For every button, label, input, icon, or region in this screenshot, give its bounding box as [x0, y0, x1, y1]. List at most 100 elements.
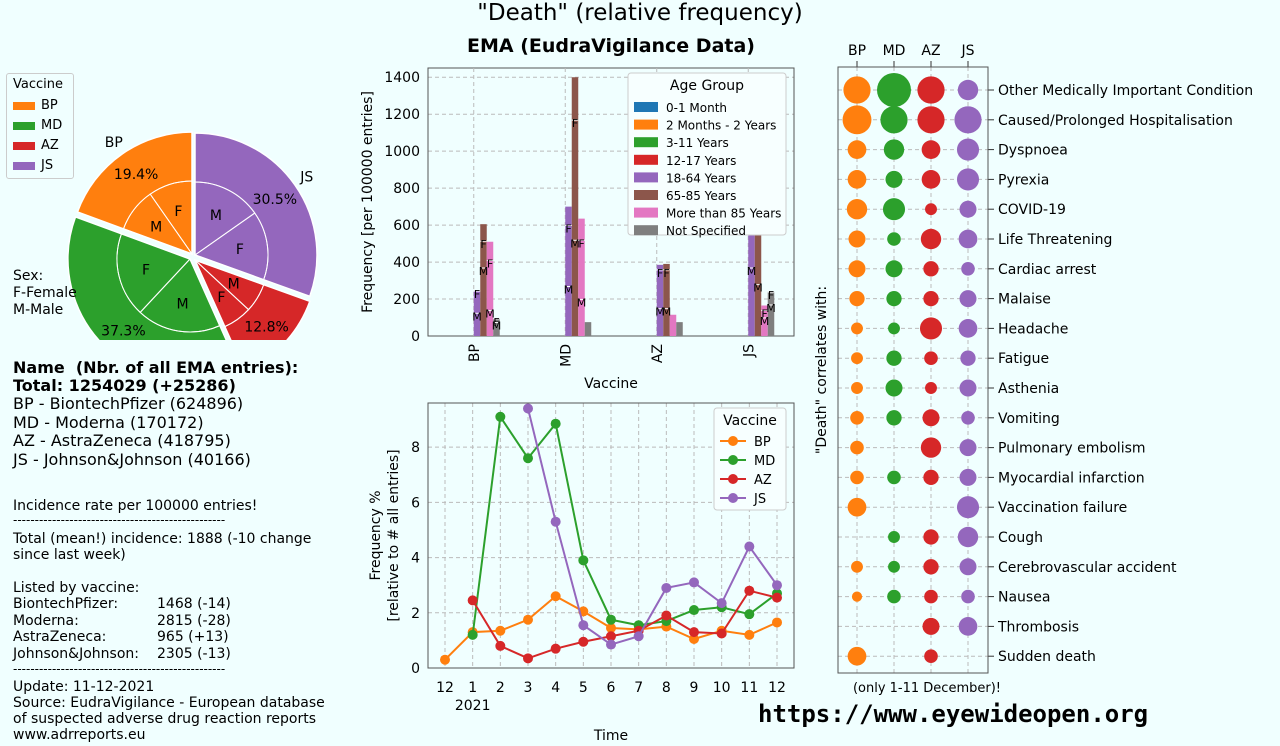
- by-vaccine-name: AstraZeneca:: [13, 629, 107, 645]
- website-url[interactable]: https://www.eyewideopen.org: [758, 700, 1149, 728]
- correlation-dot-az: [919, 317, 943, 340]
- legend-swatch: [13, 121, 35, 130]
- row-label: Thrombosis: [997, 619, 1079, 635]
- row-label: Pulmonary embolism: [998, 441, 1146, 457]
- data-point-bp: [440, 654, 450, 665]
- row-label: Sudden death: [998, 649, 1096, 665]
- correlation-dot-md: [877, 73, 911, 107]
- since-last-week: since last week): [13, 547, 126, 563]
- correlation-dot-az: [920, 228, 942, 250]
- correlation-dot-js: [959, 558, 977, 576]
- bar-sex-label: F: [474, 288, 480, 301]
- y-tick-label: 600: [393, 218, 420, 234]
- data-point-js: [633, 631, 644, 642]
- legend-marker: [728, 436, 738, 446]
- y-tick-label: 200: [393, 292, 420, 308]
- correlation-dot-az: [923, 529, 939, 545]
- y-tick-label: 800: [393, 181, 420, 197]
- data-point-md: [606, 614, 616, 625]
- y-tick-label: 8: [411, 440, 420, 456]
- bar-az: [669, 314, 677, 336]
- x-tick-label: 10: [713, 680, 731, 696]
- bar-sex-label: M: [766, 302, 776, 315]
- pie-sex-label: M: [228, 277, 240, 293]
- legend-swatch: [634, 119, 658, 130]
- correlation-dot-bp: [848, 230, 866, 248]
- pie-sex-label: F: [236, 242, 244, 258]
- correlation-dot-az: [921, 170, 941, 189]
- bar-sex-label: M: [753, 282, 763, 295]
- correlation-dot-js: [957, 79, 979, 101]
- bar-sex-label: M: [479, 265, 489, 278]
- legend-label: JS: [41, 158, 54, 173]
- by-vaccine-value: 965 (+13): [157, 629, 229, 645]
- correlation-dot-az: [922, 617, 940, 635]
- correlation-dot-bp: [843, 76, 871, 104]
- by-vaccine-name: BiontechPfizer:: [13, 596, 119, 612]
- correlation-dot-md: [887, 589, 901, 604]
- bar-sex-label: F: [487, 258, 493, 271]
- row-label: COVID-19: [998, 202, 1066, 218]
- x-axis-label: Time: [593, 728, 628, 740]
- legend-label: JS: [753, 492, 766, 507]
- correlation-dot-js: [956, 138, 980, 161]
- correlation-dot-bp: [847, 170, 867, 189]
- correlation-dot-js: [961, 262, 975, 276]
- row-label: Caused/Prolonged Hospitalisation: [998, 113, 1233, 129]
- legend-label: 12-17 Years: [666, 154, 736, 168]
- bar-js: [767, 291, 775, 336]
- bar-bp: [493, 318, 500, 336]
- correlation-dot-bp: [846, 199, 868, 220]
- data-point-az: [523, 653, 533, 664]
- row-label: Nausea: [998, 590, 1050, 606]
- pie-legend-item: MD: [13, 118, 62, 133]
- data-point-az: [716, 628, 727, 639]
- row-label: Fatigue: [998, 351, 1049, 367]
- legend-label: 3-11 Years: [666, 136, 729, 150]
- row-label: Cardiac arrest: [998, 262, 1097, 278]
- x-tick-label: 1: [468, 680, 477, 696]
- correlation-dot-az: [925, 382, 937, 394]
- row-label: Life Threatening: [998, 232, 1112, 248]
- pie-legend-item: JS: [13, 158, 53, 173]
- legend-marker: [728, 474, 738, 484]
- correlation-dot-js: [957, 526, 979, 548]
- correlation-dot-az: [922, 409, 940, 427]
- data-point-bp: [495, 625, 506, 636]
- x-tick-label: 5: [579, 680, 588, 696]
- legend-marker: [728, 455, 738, 465]
- bar-sex-label: M: [760, 315, 770, 328]
- x-tick-label: JS: [741, 344, 757, 358]
- column-label: AZ: [921, 43, 940, 59]
- bar-sex-label: F: [578, 237, 584, 250]
- bar-legend: [627, 72, 787, 236]
- data-point-bp: [744, 629, 755, 640]
- legend-swatch: [634, 137, 658, 148]
- correlation-dot-md: [883, 139, 905, 160]
- plot-frame: [427, 402, 795, 669]
- data-point-js: [550, 516, 561, 527]
- correlation-dot-az: [924, 351, 938, 366]
- bar-sex-label: M: [564, 283, 574, 296]
- correlation-dot-js: [958, 617, 978, 636]
- bar-sex-label: M: [472, 310, 482, 323]
- pie-legend-item: AZ: [13, 138, 59, 153]
- pie-slice-md: [67, 215, 228, 340]
- pie-inner-ring: [224, 284, 265, 328]
- data-point-az: [495, 640, 506, 651]
- legend-label: 65-85 Years: [666, 189, 736, 203]
- x-tick-label: 3: [524, 680, 533, 696]
- data-point-md: [578, 555, 589, 566]
- legend-swatch: [634, 207, 658, 218]
- row-label: Myocardial infarction: [998, 470, 1145, 486]
- legend-swatch: [634, 190, 658, 200]
- x-tick-label: 6: [607, 680, 616, 696]
- sex-legend-title: Sex:: [13, 268, 44, 284]
- correlation-dot-bp: [849, 290, 865, 307]
- data-point-bp: [689, 634, 699, 645]
- row-label: Malaise: [998, 292, 1051, 308]
- correlation-dot-bp: [847, 140, 867, 159]
- correlation-dot-md: [888, 560, 900, 573]
- correlation-dot-az: [925, 203, 937, 216]
